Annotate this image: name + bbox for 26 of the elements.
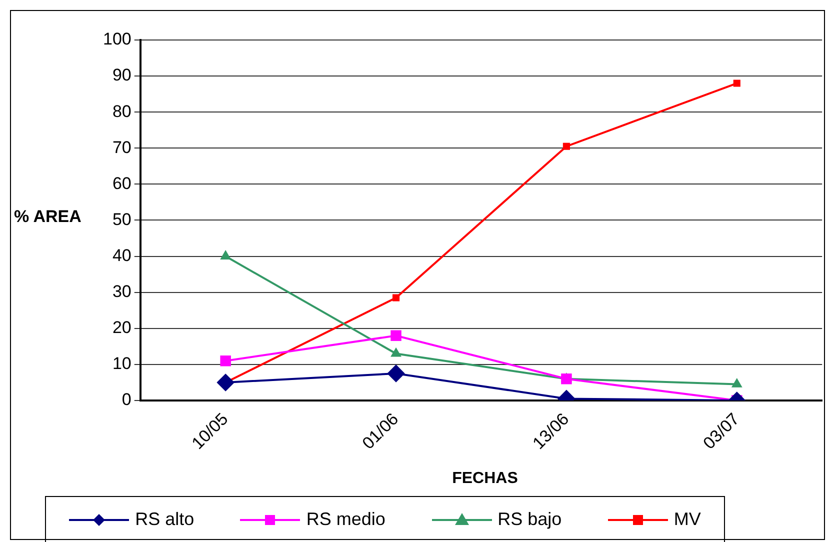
- point: [733, 80, 740, 87]
- y-tick-label: 60: [112, 174, 132, 193]
- y-tick-label: 10: [112, 354, 132, 374]
- y-tick-label: 0: [122, 390, 132, 410]
- y-tick-label: 30: [112, 282, 132, 302]
- y-tick-label: 20: [112, 318, 132, 338]
- y-tick-label: 80: [112, 102, 132, 121]
- y-tick-label: 90: [112, 66, 132, 85]
- y-tick-label: 70: [112, 138, 132, 157]
- legend-label: RS bajo: [498, 509, 562, 530]
- legend-label: RS medio: [306, 509, 386, 530]
- point: [387, 364, 405, 382]
- point: [731, 378, 742, 388]
- y-tick-label: 100: [102, 30, 132, 49]
- y-tick-label: 50: [112, 210, 132, 229]
- x-axis-title: FECHAS: [451, 470, 519, 488]
- y-axis-title: % AREA: [14, 207, 82, 227]
- point: [390, 330, 402, 341]
- y-tick-label: 40: [112, 246, 132, 265]
- point: [390, 347, 402, 357]
- legend-label: MV: [674, 509, 701, 530]
- point: [216, 374, 234, 392]
- point: [392, 294, 400, 302]
- legend-label: RS alto: [135, 509, 194, 530]
- point: [562, 142, 570, 150]
- point: [220, 355, 231, 366]
